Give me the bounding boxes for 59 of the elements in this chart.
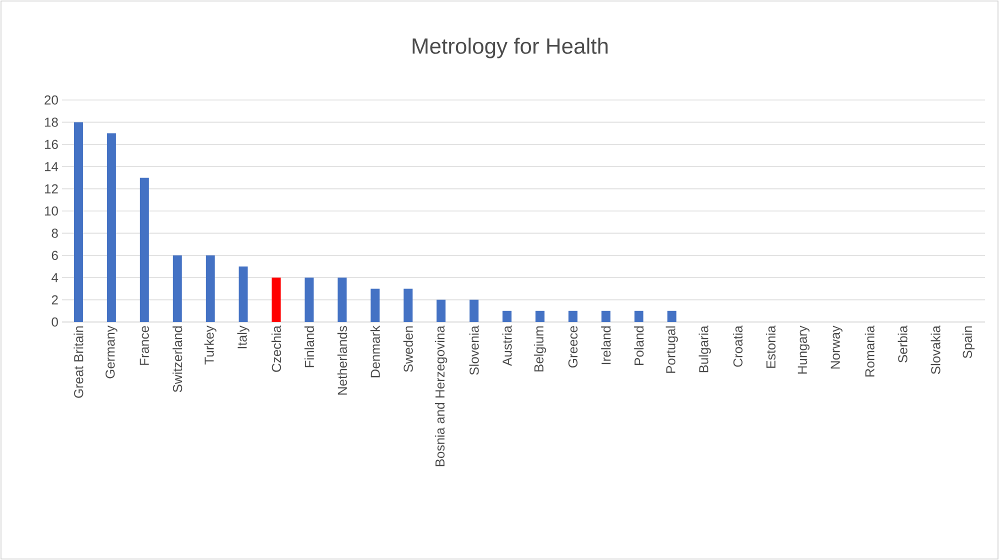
x-tick-label: Switzerland bbox=[172, 326, 182, 392]
bar bbox=[667, 310, 676, 322]
bar bbox=[436, 300, 446, 322]
bar bbox=[338, 278, 347, 322]
x-tick-label: Austria bbox=[502, 326, 512, 366]
bar bbox=[238, 266, 248, 322]
x-tick-label: Turkey bbox=[204, 326, 216, 364]
x-tick-label: Portugal bbox=[666, 326, 678, 373]
x-tick-label: Serbia bbox=[898, 326, 908, 363]
bar bbox=[470, 300, 479, 322]
y-tick-label: 14 bbox=[44, 162, 58, 172]
x-tick-label: Finland bbox=[304, 326, 314, 368]
bar bbox=[535, 310, 544, 322]
bar bbox=[502, 310, 512, 322]
y-tick-label: 10 bbox=[44, 206, 58, 216]
x-tick-label: Greece bbox=[568, 326, 578, 368]
x-tick-label: Bosnia and Herzegovina bbox=[435, 326, 448, 466]
bar bbox=[568, 310, 578, 322]
bar bbox=[304, 278, 314, 322]
chart-title: Metrology for Health bbox=[412, 38, 608, 58]
x-tick-label: Belgium bbox=[534, 326, 546, 372]
bar bbox=[272, 278, 281, 322]
bar bbox=[634, 310, 644, 322]
bar bbox=[172, 255, 182, 322]
x-tick-label: Sweden bbox=[403, 326, 413, 372]
x-tick-label: Norway bbox=[830, 326, 842, 369]
y-tick-label: 8 bbox=[52, 228, 58, 238]
x-tick-label: Slovenia bbox=[469, 326, 479, 375]
x-tick-label: Romania bbox=[864, 326, 874, 376]
bar bbox=[601, 310, 610, 322]
x-tick-label: Czechia bbox=[271, 326, 282, 372]
y-tick-label: 18 bbox=[44, 118, 58, 127]
y-tick-label: 16 bbox=[44, 140, 58, 149]
x-tick-label: Germany bbox=[106, 326, 118, 378]
x-tick-label: Croatia bbox=[732, 326, 743, 367]
y-tick-label: 6 bbox=[52, 250, 58, 260]
x-tick-label: France bbox=[140, 326, 149, 365]
x-tick-label: Spain bbox=[962, 326, 975, 358]
x-tick-label: Hungary bbox=[798, 326, 810, 374]
x-tick-label: Denmark bbox=[370, 326, 380, 378]
x-tick-label: Estonia bbox=[766, 326, 776, 368]
bar bbox=[404, 288, 413, 322]
x-tick-label: Bulgaria bbox=[698, 326, 711, 372]
bar bbox=[74, 122, 83, 322]
y-tick-label: 0 bbox=[52, 317, 58, 327]
y-tick-label: 2 bbox=[52, 295, 58, 304]
y-tick-label: 12 bbox=[44, 184, 58, 194]
x-tick-label: Italy bbox=[237, 326, 250, 348]
x-tick-label: Netherlands bbox=[337, 326, 347, 395]
x-tick-label: Poland bbox=[634, 326, 644, 365]
x-tick-label: Slovakia bbox=[930, 326, 940, 374]
x-tick-label: Great Britain bbox=[74, 326, 84, 398]
bar bbox=[370, 288, 380, 322]
y-tick-label: 4 bbox=[52, 273, 58, 282]
y-tick-label: 20 bbox=[44, 95, 58, 105]
bar bbox=[140, 178, 149, 322]
bar bbox=[106, 133, 116, 322]
bar bbox=[206, 255, 215, 322]
x-tick-label: Ireland bbox=[601, 326, 611, 364]
